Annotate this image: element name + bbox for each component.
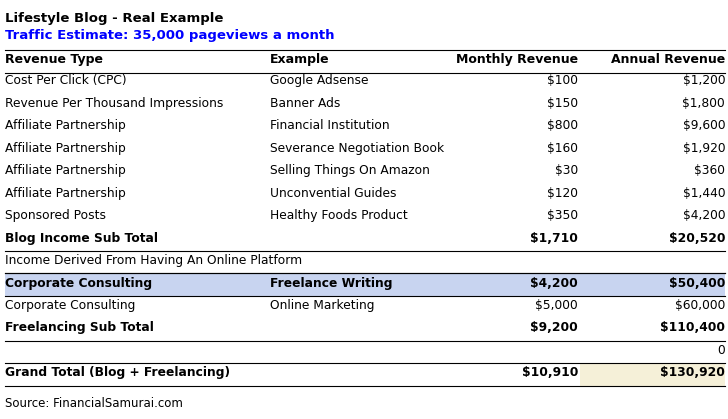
Text: Lifestyle Blog - Real Example: Lifestyle Blog - Real Example [5,12,223,25]
Text: Unconvential Guides: Unconvential Guides [269,186,396,199]
Text: $110,400: $110,400 [660,321,725,334]
Text: Blog Income Sub Total: Blog Income Sub Total [5,232,158,245]
Text: Sponsored Posts: Sponsored Posts [5,209,106,222]
FancyBboxPatch shape [580,363,725,385]
Text: Monthly Revenue: Monthly Revenue [456,53,578,66]
Text: $160: $160 [547,142,578,155]
Text: Google Adsense: Google Adsense [269,74,368,87]
FancyBboxPatch shape [5,273,725,296]
Text: $9,200: $9,200 [530,321,578,334]
Text: $350: $350 [547,209,578,222]
Text: Cost Per Click (CPC): Cost Per Click (CPC) [5,74,127,87]
Text: Selling Things On Amazon: Selling Things On Amazon [269,164,430,177]
Text: Online Marketing: Online Marketing [269,299,374,312]
Text: Affiliate Partnership: Affiliate Partnership [5,164,126,177]
Text: Revenue Type: Revenue Type [5,53,103,66]
Text: Traffic Estimate: 35,000 pageviews a month: Traffic Estimate: 35,000 pageviews a mon… [5,29,334,42]
Text: Source: FinancialSamurai.com: Source: FinancialSamurai.com [5,397,183,410]
Text: $4,200: $4,200 [683,209,725,222]
Text: Annual Revenue: Annual Revenue [611,53,725,66]
Text: $800: $800 [547,119,578,132]
Text: Affiliate Partnership: Affiliate Partnership [5,142,126,155]
Text: $1,920: $1,920 [683,142,725,155]
Text: $1,200: $1,200 [683,74,725,87]
Text: $150: $150 [547,97,578,110]
Text: Income Derived From Having An Online Platform: Income Derived From Having An Online Pla… [5,254,302,267]
Text: Financial Institution: Financial Institution [269,119,389,132]
Text: $30: $30 [555,164,578,177]
Text: $4,200: $4,200 [530,277,578,290]
Text: Revenue Per Thousand Impressions: Revenue Per Thousand Impressions [5,97,223,110]
Text: $1,800: $1,800 [682,97,725,110]
Text: $360: $360 [695,164,725,177]
Text: $1,710: $1,710 [530,232,578,245]
Text: $1,440: $1,440 [683,186,725,199]
Text: Affiliate Partnership: Affiliate Partnership [5,186,126,199]
Text: Grand Total (Blog + Freelancing): Grand Total (Blog + Freelancing) [5,367,230,380]
Text: Example: Example [269,53,329,66]
Text: $120: $120 [547,186,578,199]
Text: Corporate Consulting: Corporate Consulting [5,277,152,290]
Text: Severance Negotiation Book: Severance Negotiation Book [269,142,444,155]
Text: $50,400: $50,400 [669,277,725,290]
Text: Freelancing Sub Total: Freelancing Sub Total [5,321,154,334]
Text: $130,920: $130,920 [660,367,725,380]
Text: $20,520: $20,520 [668,232,725,245]
Text: Freelance Writing: Freelance Writing [269,277,392,290]
Text: $5,000: $5,000 [535,299,578,312]
Text: $60,000: $60,000 [675,299,725,312]
Text: Affiliate Partnership: Affiliate Partnership [5,119,126,132]
Text: $9,600: $9,600 [683,119,725,132]
Text: Healthy Foods Product: Healthy Foods Product [269,209,408,222]
Text: $10,910: $10,910 [521,367,578,380]
Text: Corporate Consulting: Corporate Consulting [5,299,135,312]
Text: Banner Ads: Banner Ads [269,97,340,110]
Text: 0: 0 [717,344,725,357]
Text: $100: $100 [547,74,578,87]
